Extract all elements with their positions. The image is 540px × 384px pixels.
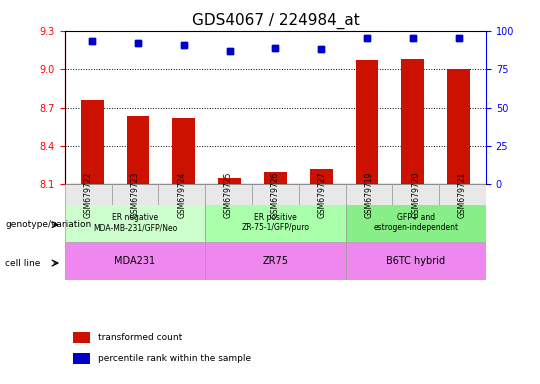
Bar xyxy=(401,59,424,184)
Point xyxy=(225,48,234,54)
Bar xyxy=(346,242,486,280)
Point xyxy=(408,35,417,41)
Text: B6TC hybrid: B6TC hybrid xyxy=(386,256,445,266)
Point xyxy=(225,48,234,54)
Bar xyxy=(346,204,486,242)
Text: GSM679722: GSM679722 xyxy=(84,172,93,218)
Bar xyxy=(126,116,150,184)
Point xyxy=(134,40,143,46)
Point xyxy=(363,35,372,41)
Text: MDA231: MDA231 xyxy=(114,256,156,266)
Point xyxy=(271,45,280,51)
Bar xyxy=(447,69,470,184)
Point xyxy=(179,41,188,48)
Text: GSM679724: GSM679724 xyxy=(177,172,186,218)
Text: genotype/variation: genotype/variation xyxy=(5,220,92,229)
Text: cell line: cell line xyxy=(5,258,41,268)
Bar xyxy=(205,204,346,242)
Point xyxy=(88,38,97,45)
Text: ZR75: ZR75 xyxy=(262,256,288,266)
Bar xyxy=(65,184,112,205)
Bar xyxy=(310,169,333,184)
Bar xyxy=(73,353,90,364)
Point xyxy=(134,40,143,46)
Bar xyxy=(172,118,195,184)
Text: percentile rank within the sample: percentile rank within the sample xyxy=(98,354,252,363)
Bar xyxy=(264,172,287,184)
Point xyxy=(271,45,280,51)
Bar xyxy=(65,242,205,280)
Text: GSM679726: GSM679726 xyxy=(271,172,280,218)
Text: ER positive
ZR-75-1/GFP/puro: ER positive ZR-75-1/GFP/puro xyxy=(241,213,309,232)
Text: GSM679725: GSM679725 xyxy=(224,172,233,218)
Bar xyxy=(252,184,299,205)
Text: GSM679721: GSM679721 xyxy=(458,172,467,218)
Bar xyxy=(73,332,90,343)
Point xyxy=(179,41,188,48)
Text: ER negative
MDA-MB-231/GFP/Neo: ER negative MDA-MB-231/GFP/Neo xyxy=(93,213,177,232)
Point xyxy=(317,46,326,52)
Point xyxy=(317,46,326,52)
Text: GSM679719: GSM679719 xyxy=(364,172,374,218)
Text: GFP+ and
estrogen-independent: GFP+ and estrogen-independent xyxy=(373,213,458,232)
Bar xyxy=(346,184,393,205)
Text: transformed count: transformed count xyxy=(98,333,183,342)
Point xyxy=(88,38,97,45)
Bar xyxy=(439,184,486,205)
Bar xyxy=(299,184,346,205)
Title: GDS4067 / 224984_at: GDS4067 / 224984_at xyxy=(192,13,359,29)
Bar xyxy=(218,178,241,184)
Text: GSM679723: GSM679723 xyxy=(131,172,139,218)
Point xyxy=(454,35,463,41)
Text: GSM679727: GSM679727 xyxy=(318,172,327,218)
Bar xyxy=(81,100,104,184)
Bar xyxy=(393,184,439,205)
Point xyxy=(454,35,463,41)
Bar xyxy=(158,184,205,205)
Bar xyxy=(355,60,379,184)
Text: GSM679720: GSM679720 xyxy=(411,172,420,218)
Bar xyxy=(65,204,205,242)
Point xyxy=(363,35,372,41)
Bar xyxy=(205,184,252,205)
Bar xyxy=(205,242,346,280)
Point xyxy=(408,35,417,41)
Bar xyxy=(112,184,158,205)
